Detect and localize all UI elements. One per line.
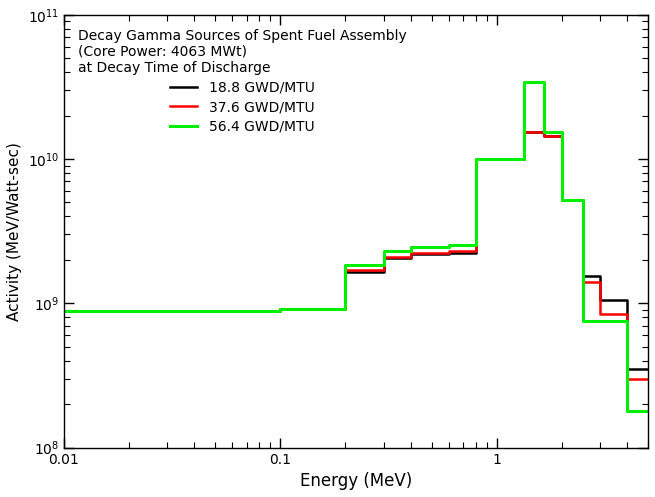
- Line: 37.6 GWD/MTU: 37.6 GWD/MTU: [64, 132, 648, 379]
- 37.6 GWD/MTU: [540, 129, 548, 135]
- 56.4 GWD/MTU: [201, 308, 209, 314]
- 56.4 GWD/MTU: [558, 197, 566, 203]
- 56.4 GWD/MTU: [558, 129, 566, 135]
- 56.4 GWD/MTU: [623, 319, 631, 325]
- 18.8 GWD/MTU: [596, 297, 604, 303]
- 18.8 GWD/MTU: [201, 308, 209, 314]
- 37.6 GWD/MTU: [201, 308, 209, 314]
- 18.8 GWD/MTU: [276, 306, 284, 312]
- 56.4 GWD/MTU: [445, 242, 453, 248]
- 18.8 GWD/MTU: [596, 273, 604, 279]
- 56.4 GWD/MTU: [579, 319, 587, 325]
- 18.8 GWD/MTU: [579, 197, 587, 203]
- 37.6 GWD/MTU: [407, 249, 415, 255]
- 37.6 GWD/MTU: [558, 197, 566, 203]
- 37.6 GWD/MTU: [540, 133, 548, 139]
- 18.8 GWD/MTU: [276, 308, 284, 314]
- 56.4 GWD/MTU: [472, 156, 479, 162]
- 37.6 GWD/MTU: [519, 156, 527, 162]
- 56.4 GWD/MTU: [644, 408, 652, 414]
- 18.8 GWD/MTU: [558, 133, 566, 139]
- 37.6 GWD/MTU: [201, 308, 209, 314]
- 56.4 GWD/MTU: [519, 156, 527, 162]
- Legend: 18.8 GWD/MTU, 37.6 GWD/MTU, 56.4 GWD/MTU: 18.8 GWD/MTU, 37.6 GWD/MTU, 56.4 GWD/MTU: [71, 22, 413, 141]
- 56.4 GWD/MTU: [493, 156, 500, 162]
- 18.8 GWD/MTU: [380, 255, 388, 261]
- 18.8 GWD/MTU: [201, 308, 209, 314]
- 37.6 GWD/MTU: [60, 308, 67, 314]
- 18.8 GWD/MTU: [380, 269, 388, 275]
- 18.8 GWD/MTU: [558, 197, 566, 203]
- 18.8 GWD/MTU: [407, 251, 415, 257]
- 37.6 GWD/MTU: [341, 306, 349, 312]
- 18.8 GWD/MTU: [493, 156, 500, 162]
- 18.8 GWD/MTU: [60, 308, 67, 314]
- 18.8 GWD/MTU: [623, 297, 631, 303]
- 56.4 GWD/MTU: [276, 308, 284, 314]
- 18.8 GWD/MTU: [341, 269, 349, 275]
- 56.4 GWD/MTU: [445, 244, 453, 250]
- 18.8 GWD/MTU: [519, 156, 527, 162]
- 37.6 GWD/MTU: [493, 156, 500, 162]
- 37.6 GWD/MTU: [380, 267, 388, 273]
- 56.4 GWD/MTU: [60, 308, 67, 314]
- 56.4 GWD/MTU: [519, 80, 527, 85]
- 56.4 GWD/MTU: [540, 129, 548, 135]
- 56.4 GWD/MTU: [341, 262, 349, 268]
- 37.6 GWD/MTU: [493, 156, 500, 162]
- 18.8 GWD/MTU: [579, 273, 587, 279]
- 18.8 GWD/MTU: [341, 306, 349, 312]
- 56.4 GWD/MTU: [472, 242, 479, 248]
- 37.6 GWD/MTU: [472, 248, 479, 254]
- 37.6 GWD/MTU: [644, 376, 652, 382]
- 37.6 GWD/MTU: [623, 311, 631, 317]
- 37.6 GWD/MTU: [472, 156, 479, 162]
- 18.8 GWD/MTU: [644, 366, 652, 372]
- 18.8 GWD/MTU: [493, 156, 500, 162]
- 37.6 GWD/MTU: [276, 308, 284, 314]
- 37.6 GWD/MTU: [596, 311, 604, 317]
- 56.4 GWD/MTU: [623, 408, 631, 414]
- 56.4 GWD/MTU: [407, 248, 415, 254]
- 56.4 GWD/MTU: [493, 156, 500, 162]
- 18.8 GWD/MTU: [445, 249, 453, 255]
- 37.6 GWD/MTU: [380, 254, 388, 260]
- 37.6 GWD/MTU: [445, 249, 453, 255]
- 37.6 GWD/MTU: [445, 248, 453, 254]
- 37.6 GWD/MTU: [558, 133, 566, 139]
- 37.6 GWD/MTU: [623, 376, 631, 382]
- 18.8 GWD/MTU: [519, 129, 527, 135]
- 18.8 GWD/MTU: [472, 156, 479, 162]
- Line: 18.8 GWD/MTU: 18.8 GWD/MTU: [64, 132, 648, 369]
- 18.8 GWD/MTU: [445, 251, 453, 257]
- 56.4 GWD/MTU: [540, 80, 548, 85]
- 56.4 GWD/MTU: [201, 308, 209, 314]
- 37.6 GWD/MTU: [596, 279, 604, 285]
- 56.4 GWD/MTU: [380, 262, 388, 268]
- 37.6 GWD/MTU: [341, 267, 349, 273]
- 56.4 GWD/MTU: [596, 319, 604, 325]
- Line: 56.4 GWD/MTU: 56.4 GWD/MTU: [64, 83, 648, 411]
- 37.6 GWD/MTU: [276, 306, 284, 312]
- 56.4 GWD/MTU: [380, 248, 388, 254]
- 18.8 GWD/MTU: [540, 129, 548, 135]
- 56.4 GWD/MTU: [407, 244, 415, 250]
- 18.8 GWD/MTU: [540, 133, 548, 139]
- 37.6 GWD/MTU: [519, 129, 527, 135]
- 18.8 GWD/MTU: [623, 366, 631, 372]
- Y-axis label: Activity (MeV/Watt-sec): Activity (MeV/Watt-sec): [7, 142, 22, 321]
- 37.6 GWD/MTU: [579, 197, 587, 203]
- 56.4 GWD/MTU: [579, 197, 587, 203]
- 37.6 GWD/MTU: [407, 254, 415, 260]
- 18.8 GWD/MTU: [472, 249, 479, 255]
- 56.4 GWD/MTU: [596, 319, 604, 325]
- 18.8 GWD/MTU: [407, 255, 415, 261]
- 37.6 GWD/MTU: [579, 279, 587, 285]
- 56.4 GWD/MTU: [276, 306, 284, 312]
- 56.4 GWD/MTU: [341, 306, 349, 312]
- X-axis label: Energy (MeV): Energy (MeV): [300, 472, 412, 490]
